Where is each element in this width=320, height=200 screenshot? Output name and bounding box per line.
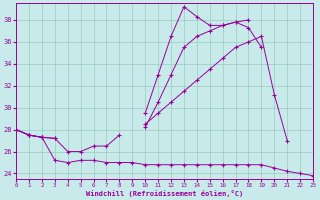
X-axis label: Windchill (Refroidissement éolien,°C): Windchill (Refroidissement éolien,°C) bbox=[86, 190, 243, 197]
